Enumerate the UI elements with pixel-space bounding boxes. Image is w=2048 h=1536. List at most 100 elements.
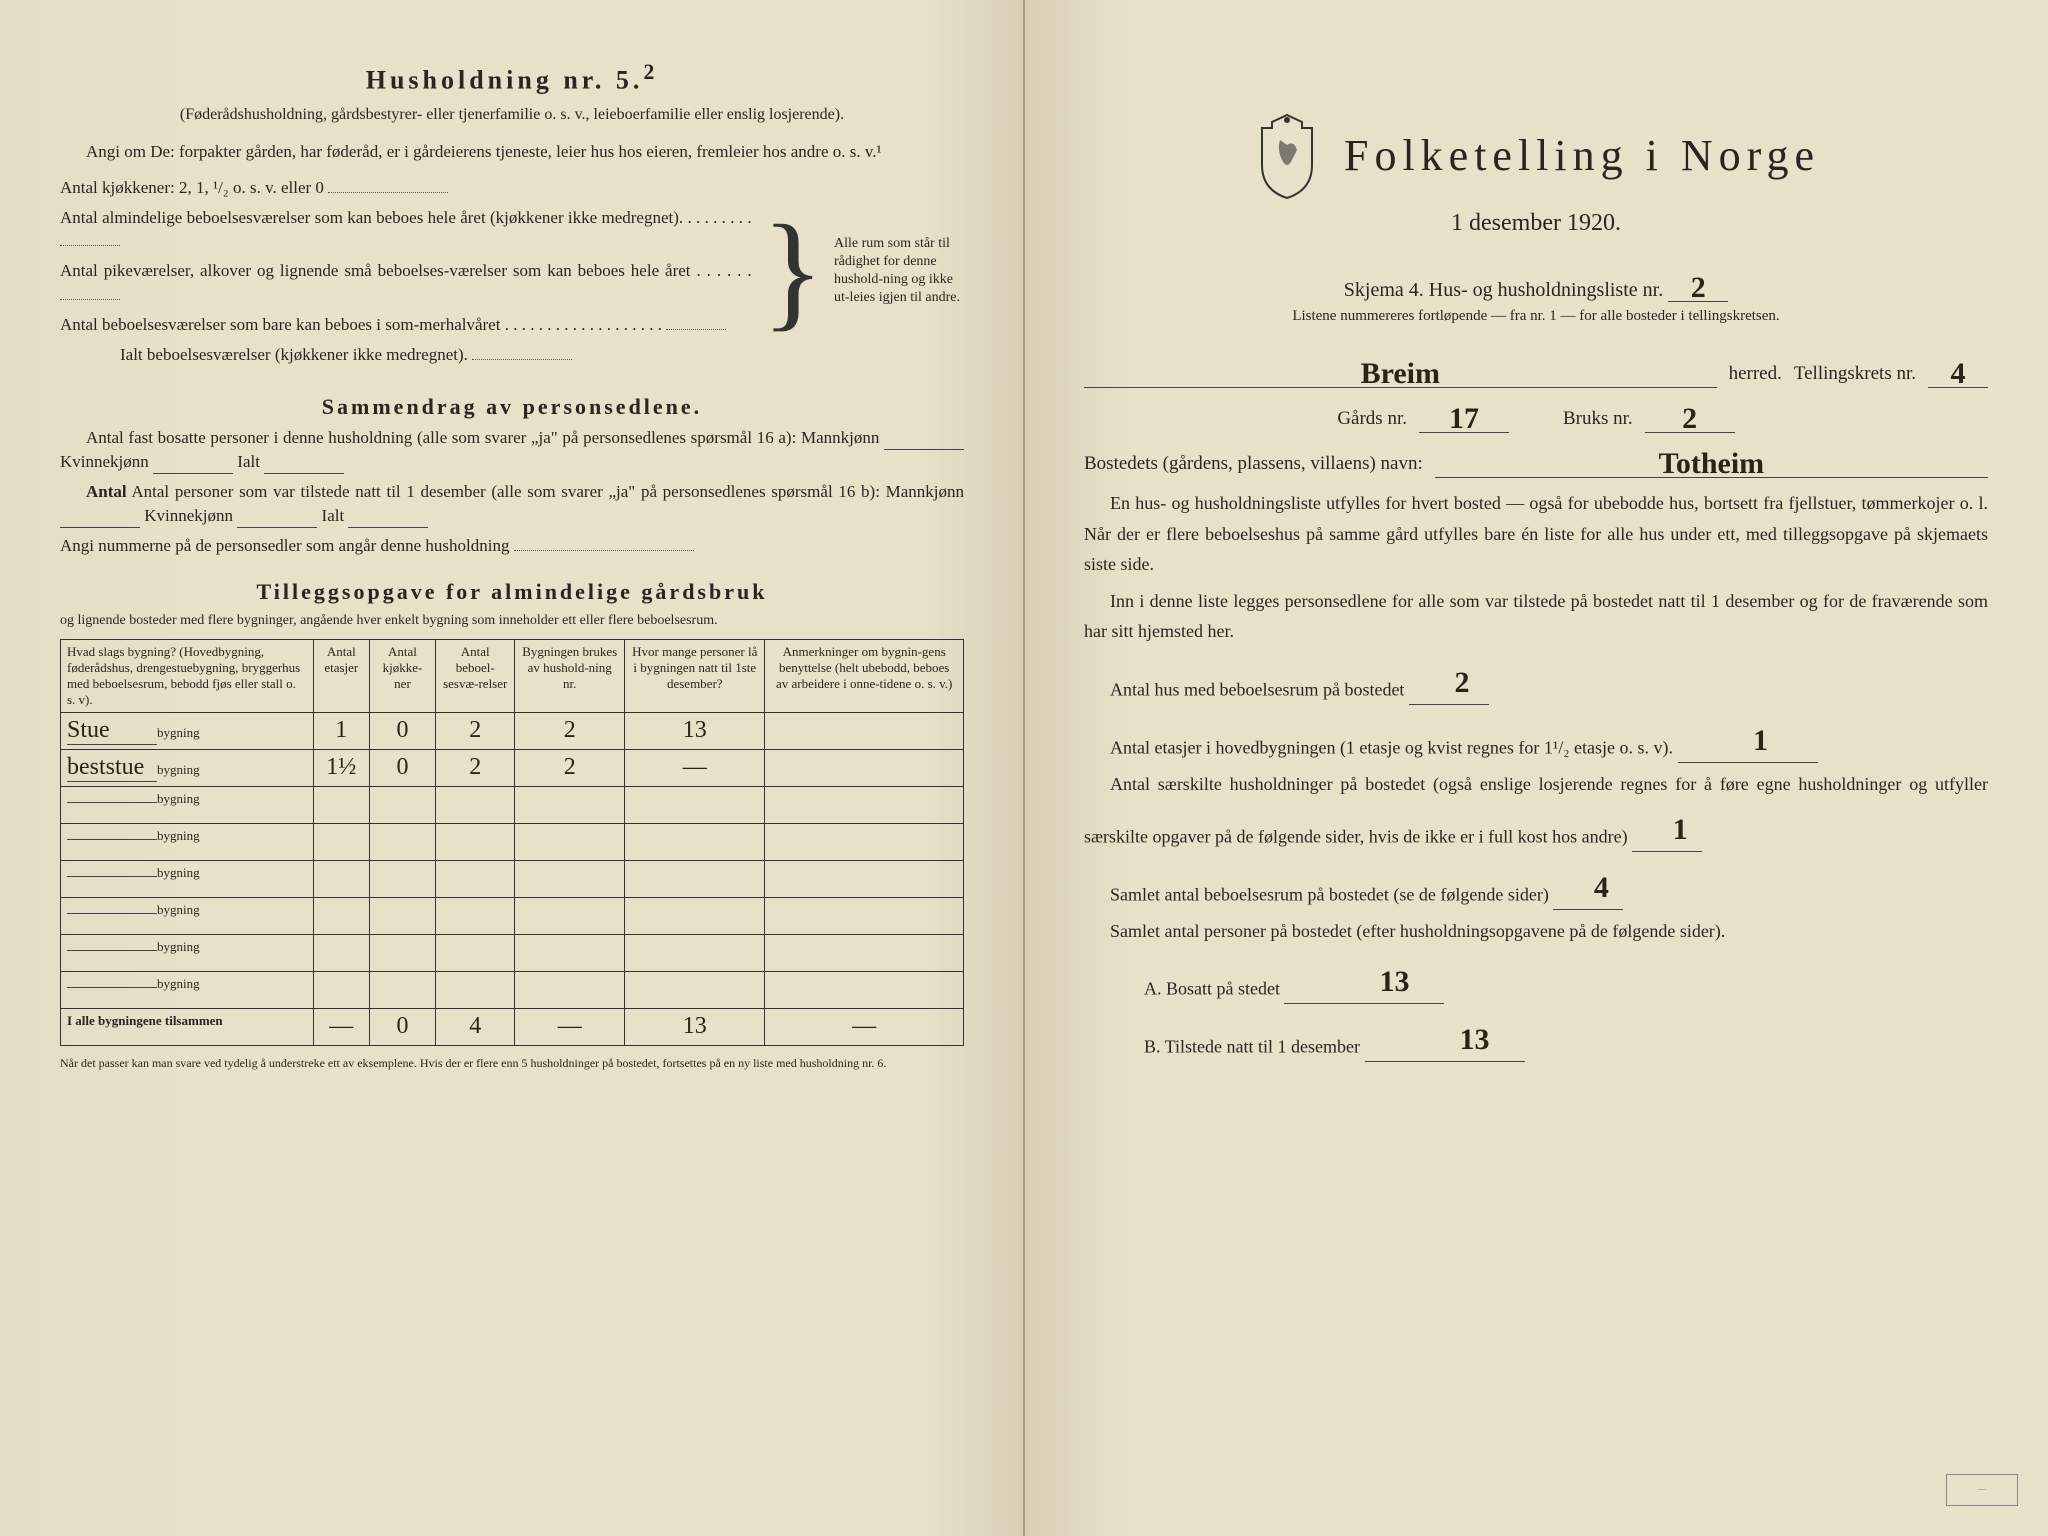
total-5: —: [852, 1013, 876, 1039]
table-cell: [765, 972, 964, 1009]
q4-value: 4: [1594, 871, 1609, 904]
right-page: Folketelling i Norge 1 desember 1920. Sk…: [1024, 0, 2048, 1536]
bosted-label: Bostedets (gårdens, plassens, villaens) …: [1084, 453, 1423, 475]
bosted-value: Totheim: [1659, 447, 1765, 480]
q3: Antal særskilte husholdninger på bostede…: [1084, 769, 1988, 852]
table-cell: 2: [436, 713, 515, 750]
tillegg-sub: og lignende bosteder med flere bygninger…: [60, 611, 964, 631]
table-cell: [515, 935, 625, 972]
date-line: 1 desember 1920.: [1084, 210, 1988, 237]
rooms-line-1: Antal almindelige beboelsesværelser som …: [60, 206, 752, 254]
table-cell: [765, 787, 964, 824]
table-cell: [765, 824, 964, 861]
bruks-value: 2: [1682, 402, 1697, 435]
table-cell: [625, 898, 765, 935]
table-row: bygning: [61, 787, 964, 824]
page-fold: [1023, 0, 1025, 1536]
para2: Inn i denne liste legges personsedlene f…: [1084, 586, 1988, 647]
bygning-cell: bygning: [61, 787, 314, 824]
table-cell: [436, 898, 515, 935]
kitchens-line: Antal kjøkkener: 2, 1, ¹/₂ o. s. v. elle…: [60, 176, 752, 200]
table-cell: [515, 972, 625, 1009]
buildings-table: Hvad slags bygning? (Hovedbygning, føder…: [60, 639, 964, 1046]
herred-row: Breim herred. Tellingskrets nr. 4: [1084, 353, 1988, 388]
table-cell: [765, 898, 964, 935]
bruks-label: Bruks nr.: [1563, 408, 1633, 430]
q3-value: 1: [1673, 813, 1688, 846]
q2: Antal etasjer i hovedbygningen (1 etasje…: [1084, 711, 1988, 763]
angi-line: Angi om De: forpakter gården, har føderå…: [60, 140, 964, 164]
table-row: bygning: [61, 824, 964, 861]
table-cell: [313, 787, 369, 824]
table-cell: [313, 824, 369, 861]
table-row: bygning: [61, 972, 964, 1009]
summary-header: Sammendrag av personsedlene.: [60, 394, 964, 420]
krets-label: Tellingskrets nr.: [1794, 363, 1916, 385]
household-sup: 2: [643, 60, 658, 84]
table-cell: [515, 861, 625, 898]
th-0: Hvad slags bygning? (Hovedbygning, føder…: [61, 640, 314, 713]
table-cell: 2: [515, 713, 625, 750]
table-cell: [625, 935, 765, 972]
qA: A. Bosatt på stedet 13: [1084, 952, 1988, 1004]
th-5: Hvor mange personer lå i bygningen natt …: [625, 640, 765, 713]
left-page: Husholdning nr. 5.2 (Føderådshusholdning…: [0, 0, 1024, 1536]
table-cell: [765, 935, 964, 972]
printer-stamp: ⎯⎯: [1946, 1474, 2018, 1506]
brace-text: Alle rum som står til rådighet for denne…: [834, 235, 964, 308]
table-cell: [436, 824, 515, 861]
bygning-cell: bygning: [61, 972, 314, 1009]
table-cell: [313, 861, 369, 898]
table-cell: [765, 861, 964, 898]
table-cell: [765, 750, 964, 787]
th-2: Antal kjøkke-ner: [369, 640, 435, 713]
table-cell: [515, 824, 625, 861]
instr-line: Listene nummereres fortløpende — fra nr.…: [1084, 308, 1988, 325]
table-cell: [369, 972, 435, 1009]
qB-value: 13: [1460, 1023, 1490, 1056]
table-cell: [515, 898, 625, 935]
household-subtitle: (Føderådshusholdning, gårdsbestyrer- ell…: [60, 104, 964, 126]
bygning-cell: bygning: [61, 824, 314, 861]
table-cell: [313, 935, 369, 972]
total-label: I alle bygningene tilsammen: [61, 1009, 314, 1046]
rooms-total: Ialt beboelsesværelser (kjøkkener ikke m…: [60, 343, 752, 367]
table-cell: [369, 861, 435, 898]
main-title: Folketelling i Norge: [1344, 130, 1820, 181]
table-cell: [436, 787, 515, 824]
herred-value: Breim: [1361, 357, 1440, 390]
household-header: Husholdning nr. 5.2: [60, 60, 964, 96]
table-cell: [313, 898, 369, 935]
table-cell: [313, 972, 369, 1009]
table-cell: [625, 861, 765, 898]
table-cell: 0: [369, 713, 435, 750]
tillegg-header: Tilleggsopgave for almindelige gårdsbruk: [60, 579, 964, 605]
summary-angi: Angi nummerne på de personsedler som ang…: [60, 534, 964, 558]
qA-value: 13: [1379, 965, 1409, 998]
table-row: beststuebygning1½022—: [61, 750, 964, 787]
total-1: 0: [396, 1013, 408, 1039]
qB: B. Tilstede natt til 1 desember 13: [1084, 1010, 1988, 1062]
q1: Antal hus med beboelsesrum på bostedet 2: [1084, 653, 1988, 705]
table-cell: [625, 787, 765, 824]
table-row: bygning: [61, 935, 964, 972]
bygning-cell: beststuebygning: [61, 750, 314, 787]
bygning-cell: bygning: [61, 935, 314, 972]
table-cell: 2: [515, 750, 625, 787]
body-text: En hus- og husholdningsliste utfylles fo…: [1084, 488, 1988, 1062]
bosted-row: Bostedets (gårdens, plassens, villaens) …: [1084, 443, 1988, 478]
th-1: Antal etasjer: [313, 640, 369, 713]
rooms-line-3: Antal beboelsesværelser som bare kan beb…: [60, 313, 752, 337]
summary-1b: Antal Antal personer som var tilstede na…: [60, 480, 964, 528]
total-0: —: [329, 1013, 353, 1039]
table-cell: [369, 787, 435, 824]
table-cell: 2: [436, 750, 515, 787]
bygning-cell: bygning: [61, 898, 314, 935]
skjema-nr: 2: [1691, 271, 1706, 304]
skjema-line: Skjema 4. Hus- og husholdningsliste nr. …: [1084, 267, 1988, 302]
q2-value: 1: [1753, 724, 1768, 757]
rooms-line-2: Antal pikeværelser, alkover og lignende …: [60, 259, 752, 307]
table-cell: [765, 713, 964, 750]
rooms-block: Antal kjøkkener: 2, 1, ¹/₂ o. s. v. elle…: [60, 170, 964, 373]
table-cell: [436, 972, 515, 1009]
